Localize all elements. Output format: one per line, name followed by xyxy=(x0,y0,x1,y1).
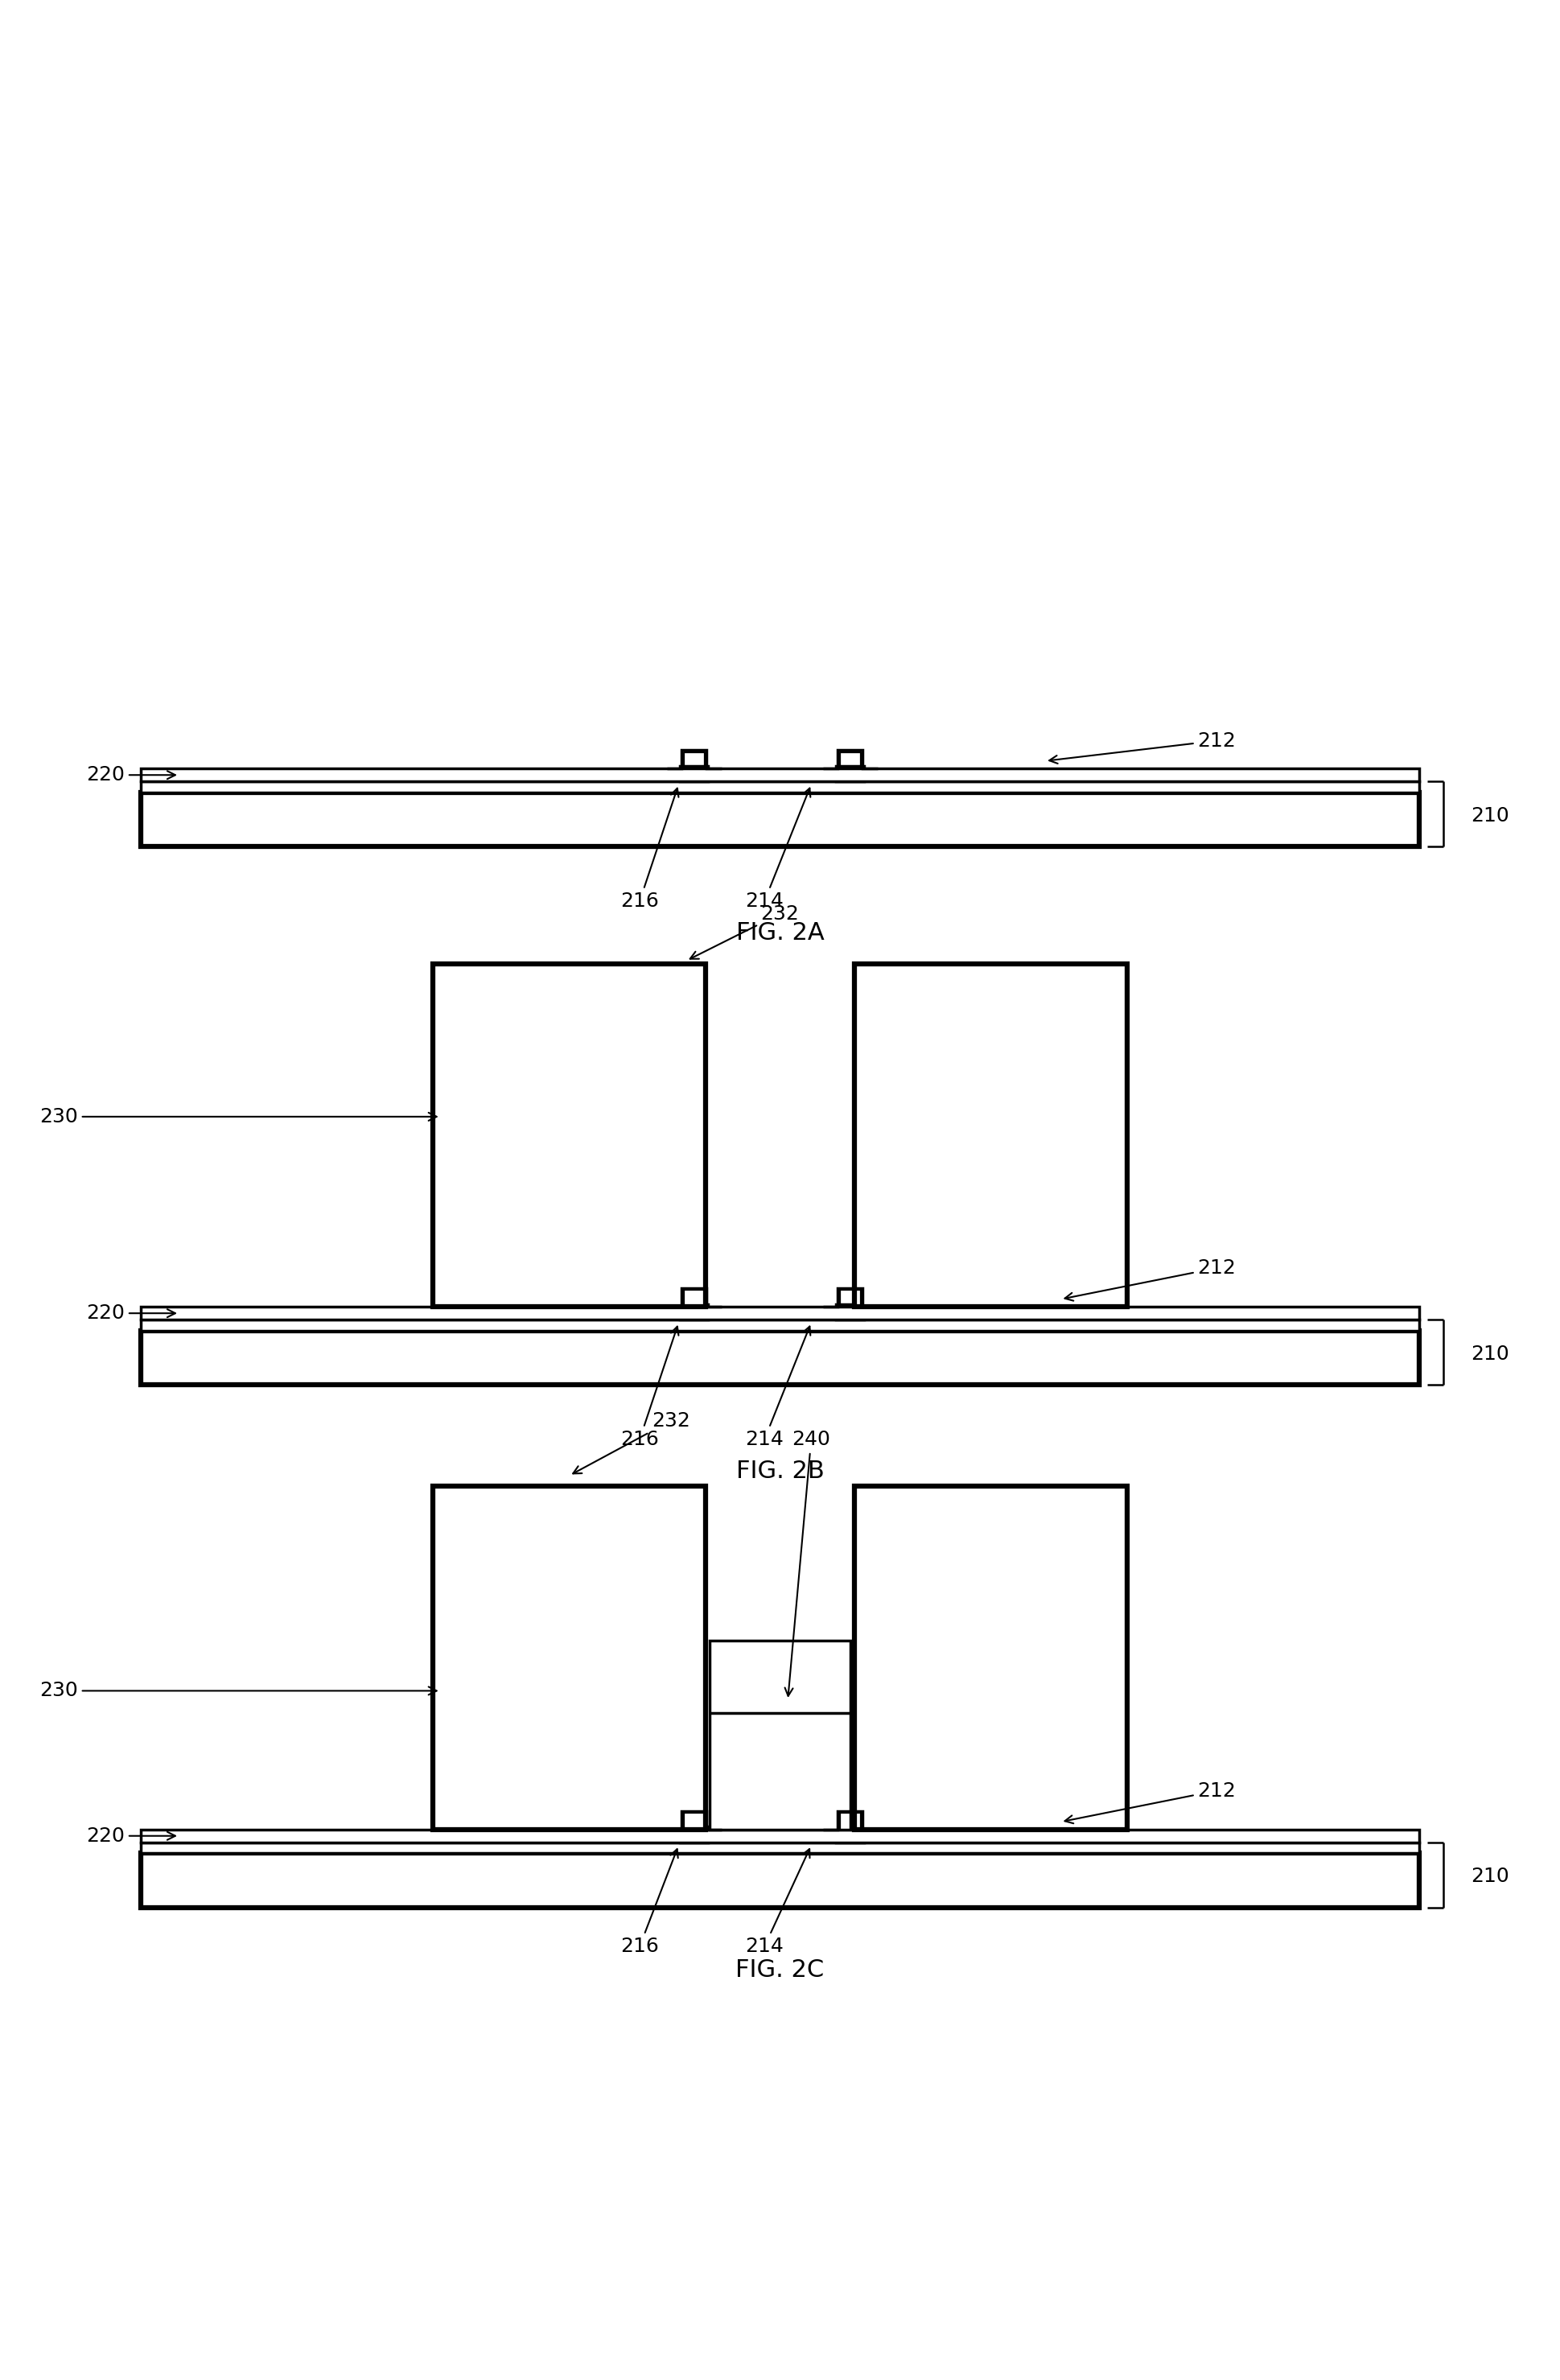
Text: 220: 220 xyxy=(86,766,175,785)
Text: FIG. 2B: FIG. 2B xyxy=(736,1459,824,1483)
Bar xyxy=(140,769,1420,781)
Bar xyxy=(140,1307,1420,1319)
Bar xyxy=(140,1330,1420,1385)
Text: 216: 216 xyxy=(621,788,679,912)
Text: 210: 210 xyxy=(1471,1866,1509,1885)
Bar xyxy=(855,1488,1126,1830)
Bar xyxy=(680,1825,708,1842)
Text: FIG. 2A: FIG. 2A xyxy=(736,921,824,945)
Bar xyxy=(836,1825,864,1842)
Bar xyxy=(836,1304,864,1319)
Text: 216: 216 xyxy=(621,1326,679,1449)
Text: 220: 220 xyxy=(86,1825,175,1845)
Text: 230: 230 xyxy=(39,1107,437,1126)
Bar xyxy=(140,793,1420,847)
Text: 212: 212 xyxy=(1050,731,1236,764)
Text: 216: 216 xyxy=(621,1849,679,1956)
Bar xyxy=(140,1830,1420,1842)
Bar xyxy=(855,964,1126,1307)
Text: 232: 232 xyxy=(573,1411,690,1473)
Bar xyxy=(434,1488,705,1830)
Bar xyxy=(140,1319,1420,1330)
Bar xyxy=(836,766,864,781)
Bar xyxy=(710,1640,850,1830)
Text: 210: 210 xyxy=(1471,1345,1509,1364)
Text: FIG. 2C: FIG. 2C xyxy=(736,1959,824,1983)
Bar xyxy=(680,766,708,781)
Bar xyxy=(140,1842,1420,1854)
Bar xyxy=(140,1854,1420,1909)
Text: 214: 214 xyxy=(746,788,811,912)
Text: 214: 214 xyxy=(746,1326,811,1449)
Text: 220: 220 xyxy=(86,1304,175,1323)
Text: 212: 212 xyxy=(1065,1780,1236,1823)
Bar xyxy=(680,1304,708,1319)
Text: 232: 232 xyxy=(690,904,799,959)
Text: 240: 240 xyxy=(785,1430,830,1697)
Bar xyxy=(434,964,705,1307)
Text: 210: 210 xyxy=(1471,807,1509,826)
Text: 212: 212 xyxy=(1065,1259,1236,1302)
Text: 214: 214 xyxy=(746,1849,810,1956)
Text: 230: 230 xyxy=(39,1680,437,1699)
Bar xyxy=(140,781,1420,793)
